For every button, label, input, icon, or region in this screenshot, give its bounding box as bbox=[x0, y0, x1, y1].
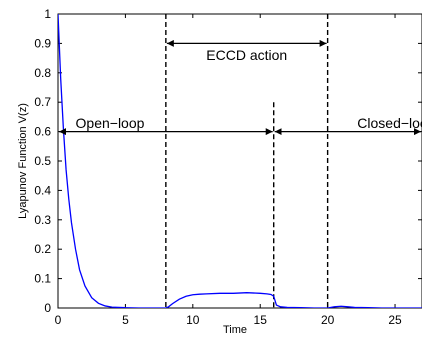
x-tick-label: 0 bbox=[55, 313, 62, 327]
x-tick-label: 20 bbox=[321, 313, 335, 327]
y-axis-label: Lyapunov Function V(z) bbox=[17, 103, 29, 219]
y-tick-label: 0.3 bbox=[34, 213, 51, 227]
x-tick-label: 10 bbox=[186, 313, 200, 327]
y-tick-label: 0.6 bbox=[34, 125, 51, 139]
series-line bbox=[58, 14, 422, 308]
x-tick-label: 25 bbox=[388, 313, 402, 327]
y-tick-label: 0.1 bbox=[34, 272, 51, 286]
y-tick-label: 0.4 bbox=[34, 183, 51, 197]
y-tick-label: 0 bbox=[44, 301, 51, 315]
annotation-label: Closed−loop bbox=[357, 115, 422, 131]
x-tick-label: 5 bbox=[122, 313, 129, 327]
series-group bbox=[58, 14, 422, 308]
y-tick-label: 0.8 bbox=[34, 66, 51, 80]
y-tick-label: 0.5 bbox=[34, 154, 51, 168]
annotation-label: Open−loop bbox=[76, 115, 145, 131]
y-tick-label: 1 bbox=[44, 7, 51, 21]
annotation-label: ECCD action bbox=[206, 47, 287, 63]
y-tick-label: 0.7 bbox=[34, 95, 51, 109]
x-axis-label: Time bbox=[223, 324, 247, 336]
plot-area: 00.10.20.30.40.50.60.70.80.910 5 10 15 20 25E… bbox=[34, 7, 422, 327]
y-tick-label: 0.9 bbox=[34, 36, 51, 50]
y-tick-label: 0.2 bbox=[34, 242, 51, 256]
x-tick-label: 15 bbox=[254, 313, 268, 327]
